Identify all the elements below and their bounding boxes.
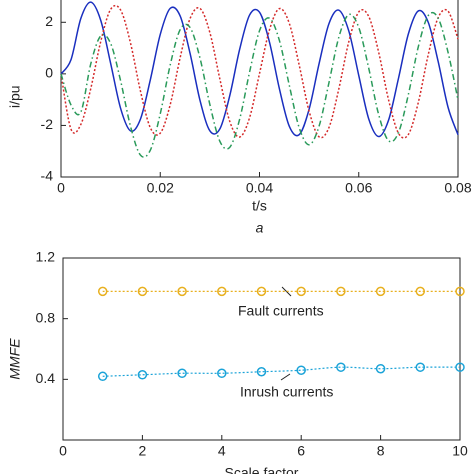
x-tick-label: 4: [218, 443, 226, 459]
marker: [455, 362, 465, 372]
marker: [415, 286, 426, 297]
marker: [415, 362, 426, 372]
marker: [137, 370, 148, 380]
marker: [177, 286, 187, 297]
x-tick-label: 0.06: [345, 180, 372, 196]
y-axis-label: i/pu: [7, 85, 23, 108]
marker: [256, 367, 267, 377]
leader-line: [280, 373, 291, 381]
series-line: [60, 4, 459, 139]
marker: [137, 286, 148, 297]
x-tick-label: 10: [452, 443, 468, 459]
plot-frame: [62, 257, 461, 441]
marker: [217, 368, 227, 379]
y-tick-label: 0.4: [36, 370, 56, 386]
plot-frame: [60, 0, 459, 178]
marker: [97, 286, 108, 297]
x-tick-label: 2: [139, 443, 147, 459]
x-tick-label: 0: [59, 443, 67, 459]
x-tick-label: 0.04: [246, 180, 273, 196]
marker: [455, 286, 465, 297]
y-tick-label: -2: [41, 116, 54, 132]
x-tick-label: 0.02: [147, 180, 174, 196]
marker: [177, 368, 187, 379]
series-label: Fault currents: [238, 303, 324, 319]
y-tick-label: 2: [45, 13, 53, 29]
marker: [296, 286, 306, 297]
marker: [97, 371, 108, 382]
series-line: [60, 11, 459, 158]
marker: [375, 286, 386, 297]
y-tick-label: 1.2: [36, 249, 56, 265]
x-tick-label: 6: [297, 443, 305, 459]
x-axis-label: Scale factor: [225, 465, 299, 474]
marker: [375, 363, 386, 374]
y-tick-label: 0: [45, 65, 53, 81]
series-line: [102, 366, 461, 377]
marker: [336, 362, 346, 372]
y-tick-label: 0.8: [36, 309, 56, 325]
y-axis-label: MMFE: [7, 338, 23, 380]
series-label: Inrush currents: [240, 384, 333, 400]
x-axis-label: t/s: [252, 198, 267, 214]
marker: [217, 286, 227, 297]
marker: [256, 286, 267, 297]
marker: [296, 365, 306, 375]
marker: [336, 286, 346, 297]
caption: a: [256, 220, 264, 236]
y-tick-label: -4: [41, 168, 54, 184]
x-tick-label: 8: [377, 443, 385, 459]
x-tick-label: 0.08: [444, 180, 471, 196]
series-line: [60, 1, 459, 138]
x-tick-label: 0: [57, 180, 65, 196]
leader-line: [281, 286, 292, 297]
